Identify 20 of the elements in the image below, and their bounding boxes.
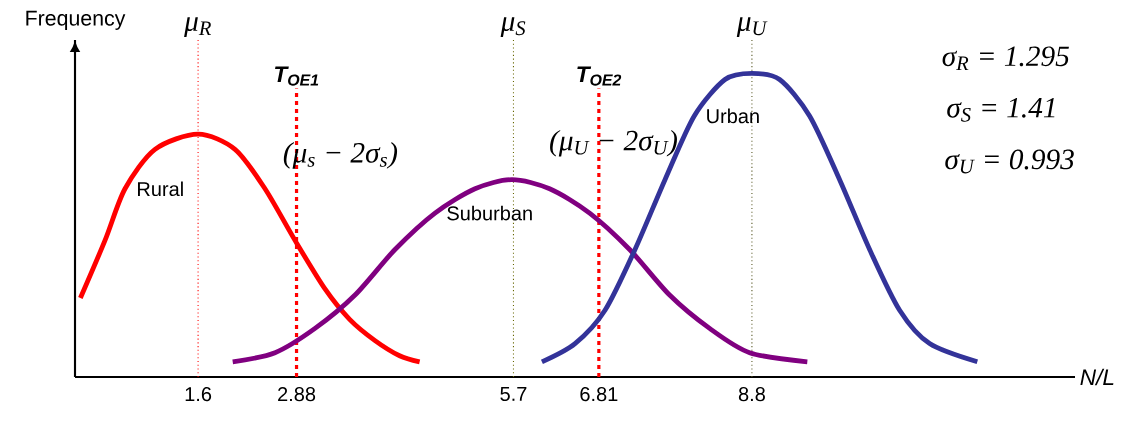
ref-line-label: μ$_{U}$	[736, 17, 768, 38]
ref-line-label: μ$_{R}$	[184, 17, 212, 38]
x-axis-title: N/L	[1080, 368, 1114, 386]
annotation: (μ$_{U}$ − 2σ$_{U}$)	[550, 129, 677, 157]
x-tick-label: 2.88	[278, 387, 316, 402]
ref-line-label: μ$_{S}$	[500, 17, 526, 38]
series-label: Suburban	[447, 205, 532, 221]
text: σ$_{R}$ = 1.295	[942, 46, 1069, 70]
ref-line-label: T$_{OE2}$	[577, 66, 622, 86]
ref-line-label: T$_{OE1}$	[275, 66, 319, 86]
x-tick-label: 5.7	[500, 387, 527, 401]
x-tick-label: 8.8	[738, 387, 765, 402]
series-label: Rural	[138, 181, 183, 197]
x-tick-label: 6.81	[580, 387, 618, 402]
series-label: Urban	[707, 108, 759, 124]
annotation: σ$_{S}$ = 1.41	[947, 97, 1055, 122]
annotation: (μ$_{s}$ − 2σ$_{s}$)	[283, 142, 398, 169]
x-tick-label: 1.6	[185, 387, 212, 402]
annotation: σ$_{U}$ = 0.993	[945, 149, 1074, 174]
y-axis-title: Frequency	[26, 10, 126, 30]
